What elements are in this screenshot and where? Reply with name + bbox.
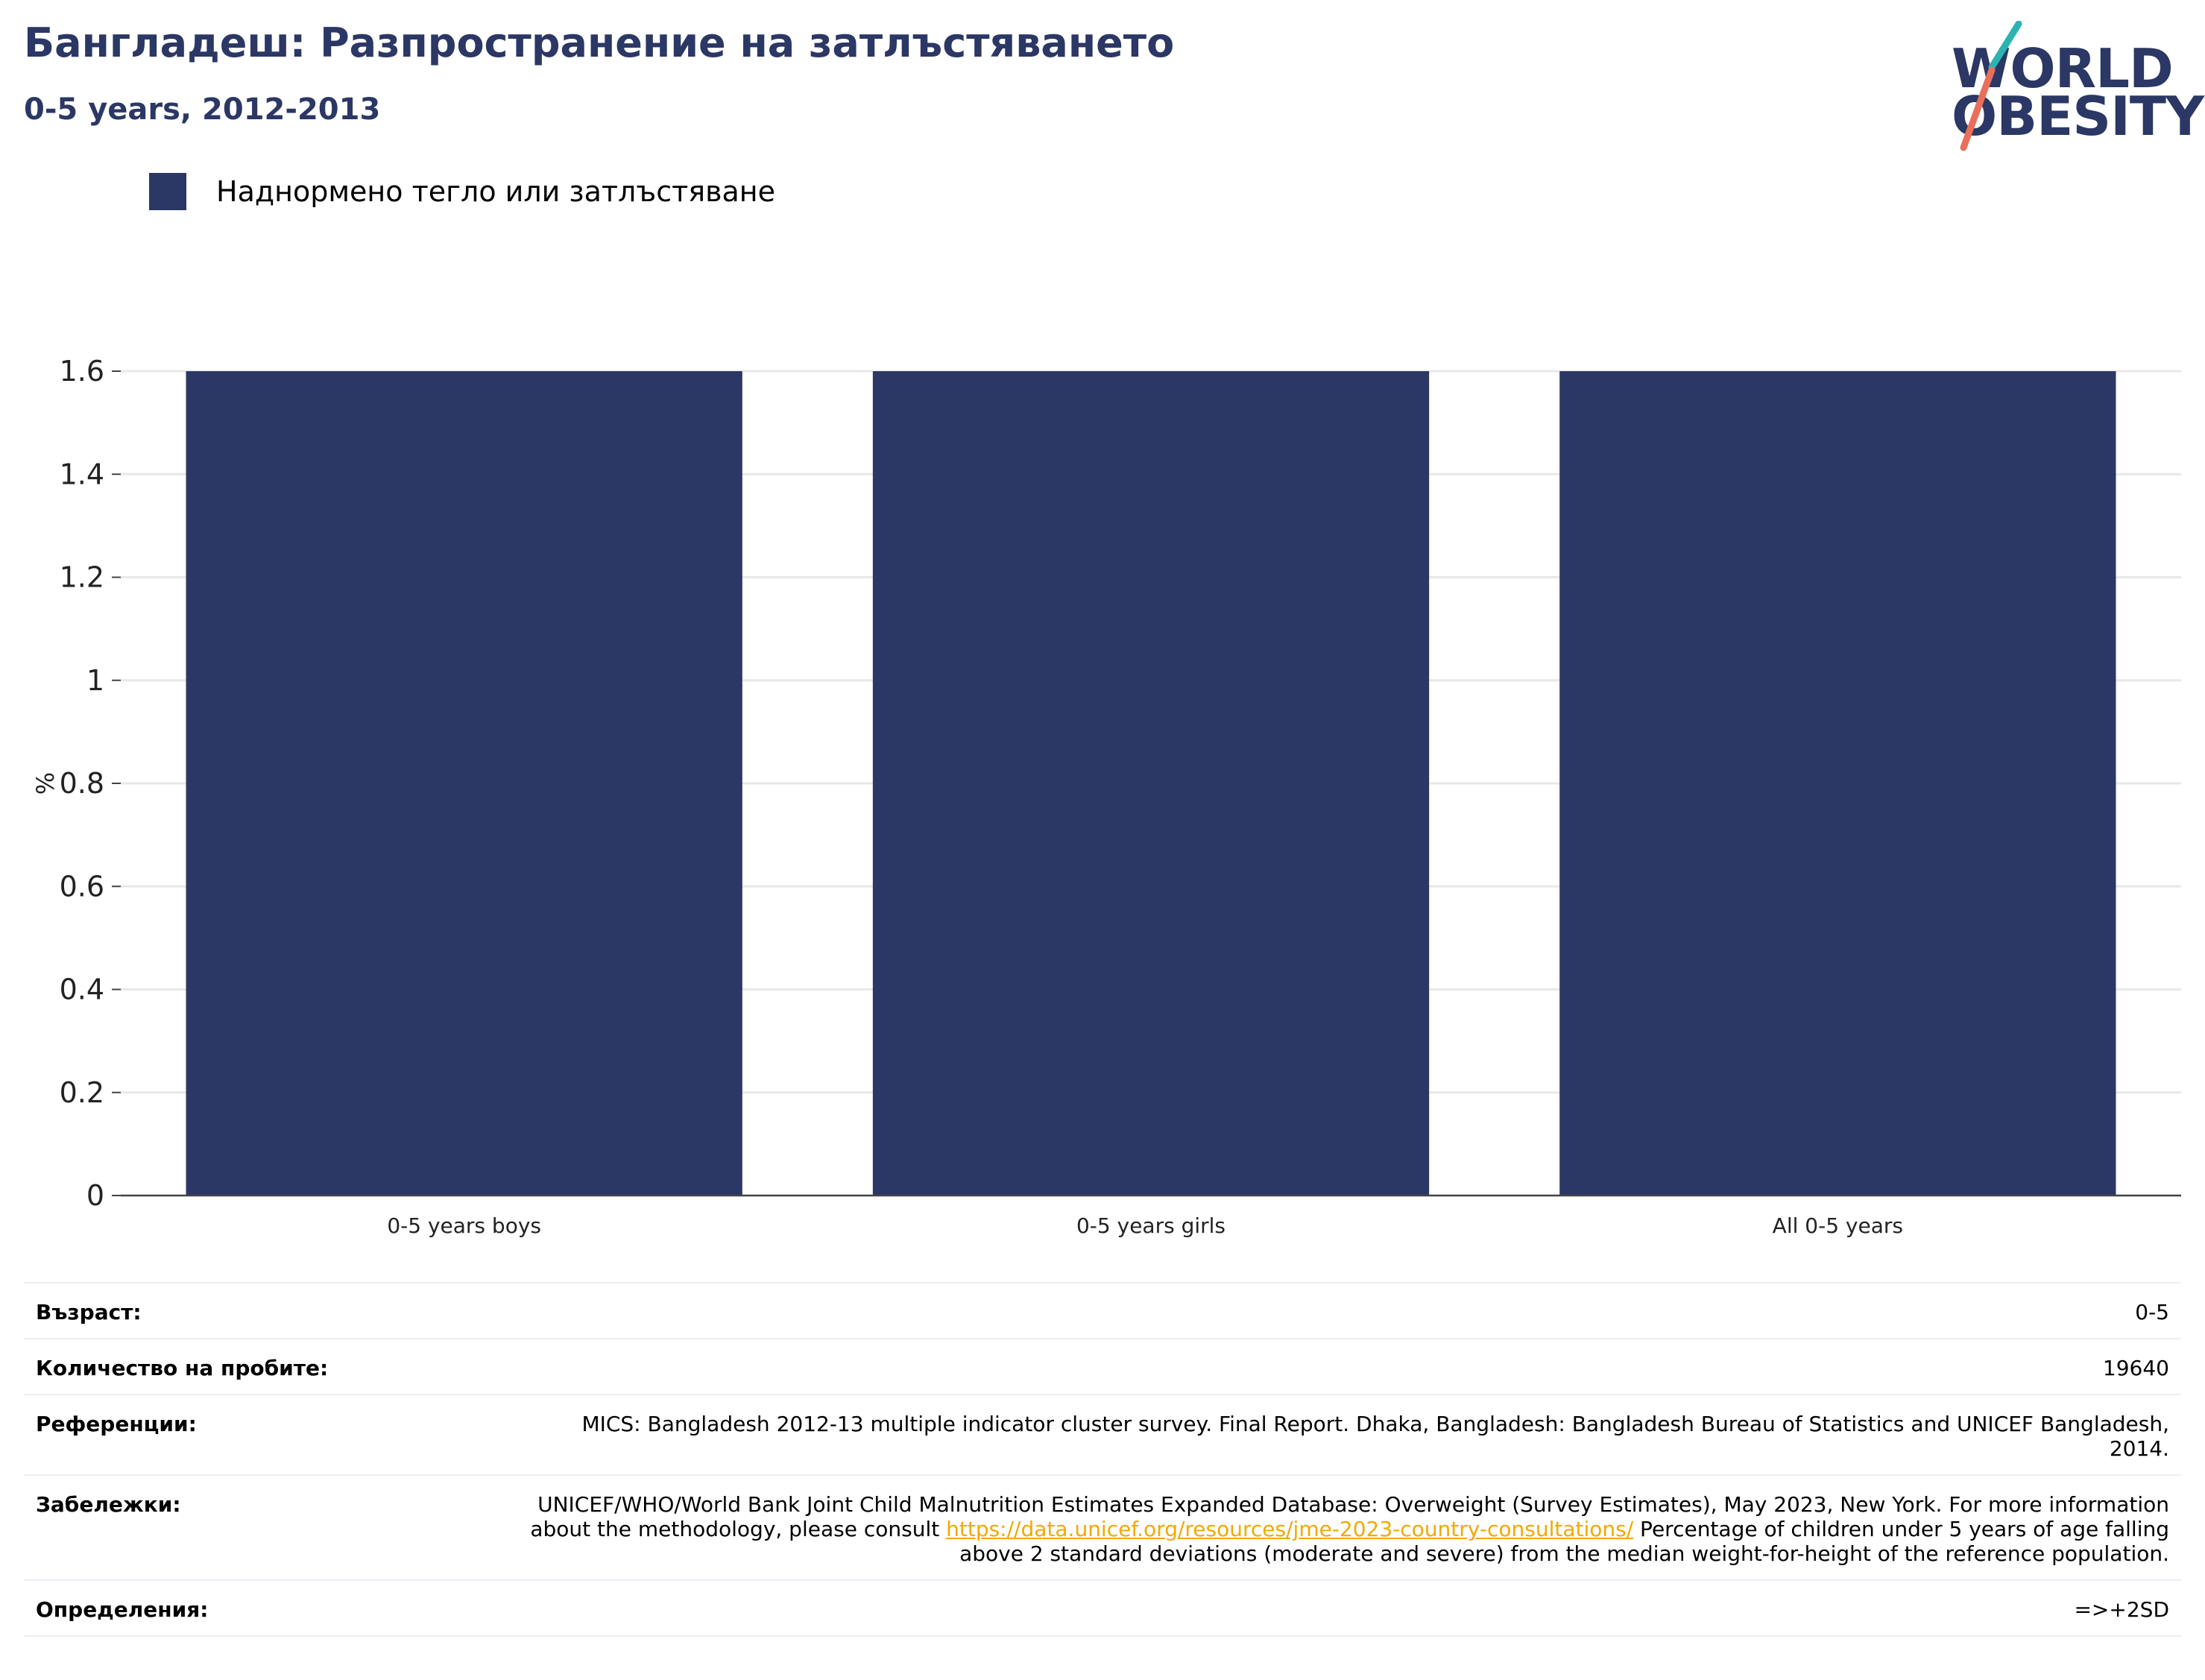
chart-title: Бангладеш: Разпространение на затлъстява… (24, 19, 1175, 66)
bars (186, 371, 2116, 1196)
x-tick-label: 0-5 years boys (387, 1213, 541, 1238)
info-value-sample-size: 19640 (2102, 1356, 2169, 1380)
notes-text-before: UNICEF/WHO/World Bank Joint Child Malnut… (530, 1492, 2169, 1541)
y-tick-label: 1.2 (60, 561, 104, 594)
methodology-link[interactable]: https://data.unicef.org/resources/jme-20… (946, 1517, 1634, 1541)
y-tick-label: 1 (86, 664, 104, 697)
info-row-references: Референции: MICS: Bangladesh 2012-13 mul… (24, 1394, 2181, 1474)
info-row-definitions: Определения: =>+2SD (24, 1579, 2181, 1637)
y-tick-label: 0.8 (60, 767, 104, 800)
info-value-references: MICS: Bangladesh 2012-13 multiple indica… (581, 1412, 2169, 1461)
info-label-sample-size: Количество на пробите: (36, 1356, 329, 1380)
info-row-notes: Забележки: UNICEF/WHO/World Bank Joint C… (24, 1474, 2181, 1579)
y-axis-label: % (31, 772, 60, 795)
x-tick-label: All 0-5 years (1773, 1213, 1903, 1238)
bar[interactable] (186, 371, 742, 1196)
notes-text-after: Percentage of children under 5 years of … (959, 1517, 2169, 1566)
y-tick-label: 1.6 (60, 355, 104, 388)
info-label-notes: Забележки: (36, 1492, 181, 1517)
logo-slash-icon (1960, 21, 2022, 151)
bar[interactable] (1559, 371, 2116, 1196)
bar-chart: 0 0.2 0.4 0.6 0.8 1 1.2 1.4 1.6 0-5 years boys 0-5… (31, 355, 2181, 1238)
y-tick-label: 0.4 (60, 973, 104, 1006)
y-tick-label: 0 (86, 1179, 104, 1212)
chart-subtitle: 0-5 years, 2012-2013 (24, 92, 381, 127)
y-tick-label: 0.6 (60, 870, 104, 903)
info-value-definitions: =>+2SD (2074, 1597, 2169, 1622)
y-tick-label: 1.4 (60, 458, 104, 490)
x-tick-label: 0-5 years girls (1076, 1213, 1225, 1238)
logo-word-obesity: OBESITY (1952, 85, 2204, 148)
legend: Наднормено тегло или затлъстяване (149, 173, 775, 210)
info-value-notes: UNICEF/WHO/World Bank Joint Child Malnut… (529, 1492, 2169, 1566)
legend-swatch (149, 173, 186, 210)
info-label-definitions: Определения: (36, 1597, 209, 1622)
info-label-age: Възраст: (36, 1300, 142, 1324)
info-row-age: Възраст: 0-5 (24, 1282, 2181, 1338)
info-label-references: Референции: (36, 1412, 197, 1436)
info-value-age: 0-5 (2135, 1300, 2169, 1324)
axes: 0 0.2 0.4 0.6 0.8 1 1.2 1.4 1.6 0-5 years boys 0-5… (60, 355, 2181, 1238)
info-table: Възраст: 0-5 Количество на пробите: 1964… (24, 1282, 2181, 1637)
world-obesity-logo: WORLD OBESITY (1938, 21, 2204, 155)
y-tick-label: 0.2 (60, 1076, 104, 1109)
bar[interactable] (872, 371, 1430, 1196)
info-row-sample-size: Количество на пробите: 19640 (24, 1338, 2181, 1394)
legend-label: Наднормено тегло или затлъстяване (216, 175, 775, 208)
